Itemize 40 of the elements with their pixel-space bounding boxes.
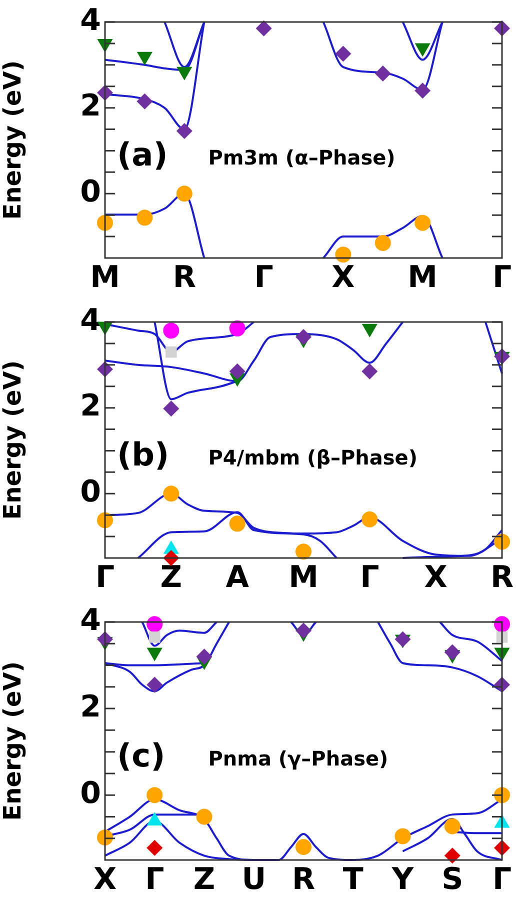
x-tick-label: R bbox=[490, 560, 514, 595]
y-tick-label: 2 bbox=[80, 388, 101, 424]
y-tick-label: 2 bbox=[80, 88, 101, 124]
x-tick-label: X bbox=[93, 862, 117, 897]
x-tick-label: A bbox=[226, 560, 250, 595]
y-axis-title: Energy (eV) bbox=[0, 360, 27, 520]
x-tick-label: X bbox=[424, 560, 448, 595]
y-axis-title: Energy (eV) bbox=[0, 60, 27, 220]
y-axis-title: Energy (eV) bbox=[0, 661, 27, 821]
annotation: Pnma (γ–Phase) bbox=[208, 746, 388, 771]
x-tick-label: Γ bbox=[492, 260, 512, 295]
x-tick-label: M bbox=[90, 260, 120, 295]
x-tick-label: Γ bbox=[360, 560, 380, 595]
x-tick-label: M bbox=[408, 260, 438, 295]
x-tick-label: Γ bbox=[145, 862, 164, 897]
y-tick-label: 0 bbox=[80, 776, 101, 811]
y-tick-label: 4 bbox=[80, 2, 101, 38]
annotation: (c) bbox=[117, 736, 166, 775]
x-tick-label: Y bbox=[390, 862, 415, 897]
x-tick-label: S bbox=[442, 862, 464, 897]
annotation: P4/mbm (β–Phase) bbox=[208, 446, 418, 470]
x-tick-label: X bbox=[332, 260, 355, 295]
x-tick-label: Γ bbox=[254, 260, 274, 295]
x-tick-label: T bbox=[342, 862, 364, 897]
x-tick-label: Z bbox=[193, 862, 216, 897]
x-tick-label: M bbox=[288, 560, 318, 595]
y-tick-label: 0 bbox=[80, 474, 101, 510]
y-tick-label: 0 bbox=[80, 174, 101, 210]
y-tick-label: 4 bbox=[80, 302, 101, 338]
x-tick-label: Γ bbox=[492, 862, 512, 897]
x-tick-label: Z bbox=[160, 560, 182, 595]
y-tick-label: 4 bbox=[80, 602, 101, 638]
annotation: Pm3m (α–Phase) bbox=[208, 146, 396, 170]
x-tick-label: R bbox=[292, 862, 316, 897]
x-tick-label: Γ bbox=[95, 560, 115, 595]
x-tick-label: U bbox=[242, 862, 266, 897]
y-tick-label: 2 bbox=[80, 689, 101, 724]
x-tick-label: R bbox=[172, 260, 196, 295]
annotation: (b) bbox=[117, 435, 170, 474]
annotation: (a) bbox=[117, 135, 168, 174]
